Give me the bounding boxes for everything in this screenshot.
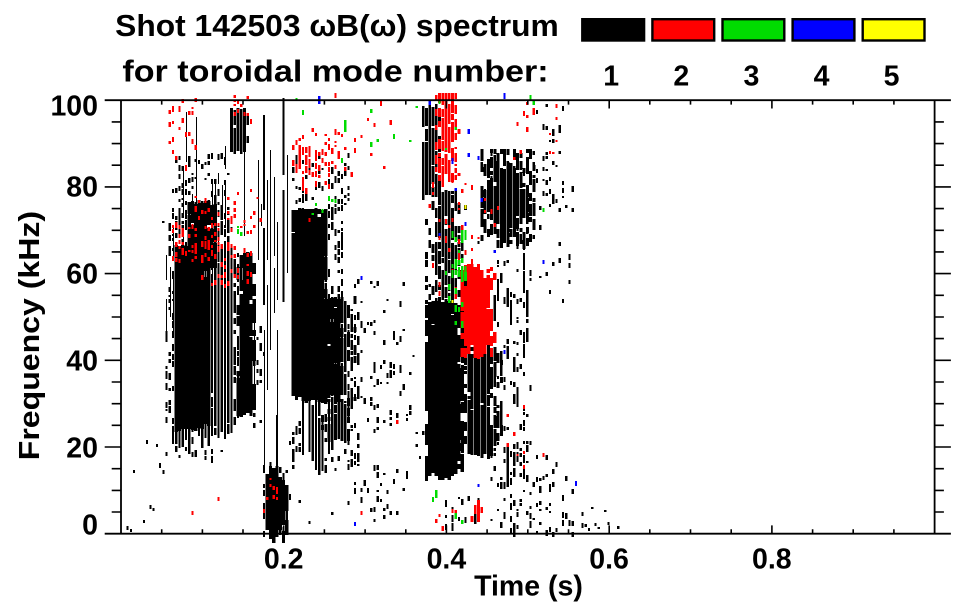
svg-text:0.2: 0.2 bbox=[264, 544, 304, 576]
svg-text:80: 80 bbox=[66, 171, 98, 203]
svg-text:2: 2 bbox=[673, 61, 689, 93]
svg-text:0: 0 bbox=[82, 509, 98, 541]
svg-text:1: 1 bbox=[603, 61, 619, 93]
svg-text:0.6: 0.6 bbox=[589, 544, 629, 576]
svg-text:5: 5 bbox=[884, 61, 900, 93]
svg-text:for toroidal mode number:: for toroidal mode number: bbox=[122, 55, 548, 89]
svg-text:3: 3 bbox=[743, 61, 759, 93]
svg-text:0.8: 0.8 bbox=[752, 544, 792, 576]
svg-text:20: 20 bbox=[66, 432, 98, 464]
svg-text:Time (s): Time (s) bbox=[474, 571, 583, 603]
svg-text:Shot 142503 ωB(ω) spectrum: Shot 142503 ωB(ω) spectrum bbox=[115, 9, 559, 43]
svg-text:60: 60 bbox=[66, 258, 98, 290]
svg-text:100: 100 bbox=[50, 90, 98, 122]
svg-text:0.4: 0.4 bbox=[427, 544, 467, 576]
svg-text:40: 40 bbox=[66, 345, 98, 377]
svg-text:Frequency (kHz): Frequency (kHz) bbox=[14, 211, 46, 460]
svg-text:4: 4 bbox=[814, 61, 830, 93]
